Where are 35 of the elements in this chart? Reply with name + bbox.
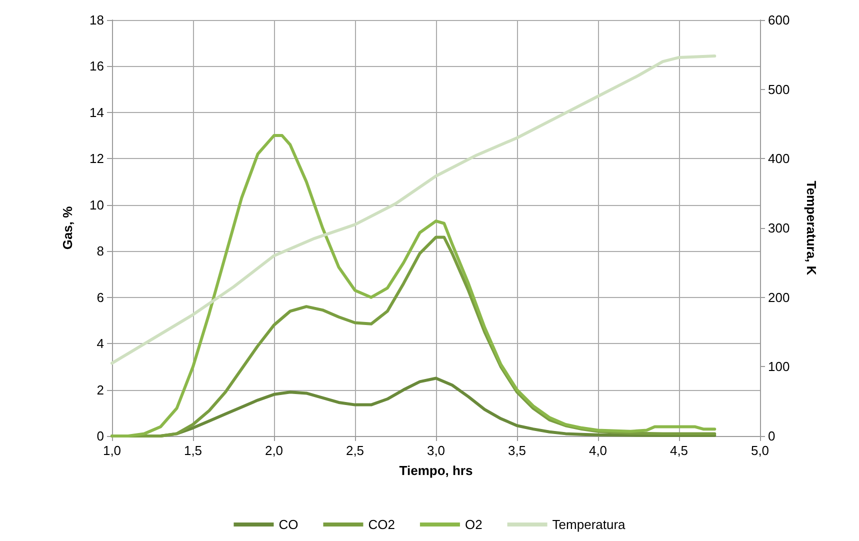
x-tick-label: 4,5 (670, 443, 688, 458)
x-tick-label: 3,5 (508, 443, 526, 458)
x-tick-label: 1,5 (184, 443, 202, 458)
y-tick-label: 2 (96, 382, 104, 398)
legend-label: CO (278, 517, 298, 532)
y2-tick-label: 400 (768, 151, 790, 166)
y-axis-title: Gas, % (60, 206, 75, 250)
y2-tick-label: 300 (768, 220, 790, 236)
line-series (110, 54, 716, 365)
y-tick-label: 16 (90, 58, 104, 74)
x-tick-label: 5,0 (750, 443, 770, 458)
y-tick-label: 6 (96, 290, 104, 305)
x-tick-label: 4,0 (588, 443, 608, 458)
x-axis-title: Tiempo, hrs (399, 463, 473, 478)
y2-tick-label: 600 (768, 12, 790, 28)
y-tick-label: 12 (90, 151, 104, 166)
x-tick-label: 2,0 (264, 443, 284, 458)
legend-label: Temperatura (552, 517, 626, 532)
y-tick-label: 18 (90, 12, 104, 28)
y2-axis-title: Temperatura, K (804, 180, 819, 276)
y2-tick-label: 100 (768, 359, 790, 374)
y-tick-label: 14 (90, 104, 104, 120)
y-tick-label: 10 (90, 197, 104, 212)
legend-label: O2 (464, 517, 482, 532)
y-tick-label: 4 (96, 336, 104, 352)
y-tick-label: 0 (96, 428, 104, 444)
x-tick-label: 2,5 (346, 443, 364, 458)
x-tick-label: 3,0 (426, 443, 446, 458)
y-tick-label: 8 (96, 244, 104, 259)
y2-tick-label: 0 (768, 428, 776, 444)
line-series (110, 134, 716, 438)
y2-tick-label: 200 (768, 290, 790, 305)
x-tick-label: 1,0 (102, 443, 122, 458)
y2-tick-label: 500 (768, 82, 790, 97)
legend-label: CO2 (368, 517, 395, 532)
